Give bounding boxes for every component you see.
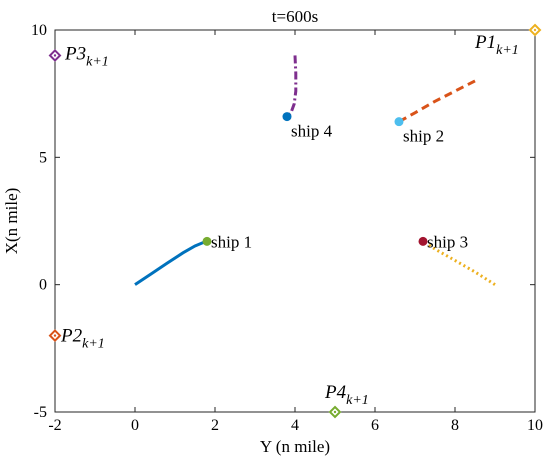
y-tick-label: 0: [39, 277, 47, 294]
ship-label: ship 2: [403, 127, 444, 146]
ship-trajectory: [422, 240, 496, 286]
y-tick-label: -5: [34, 404, 47, 421]
x-tick-label: -2: [48, 417, 61, 434]
target-label: P1k+1: [474, 32, 519, 58]
x-axis-label: Y (n mile): [260, 437, 330, 456]
x-tick-label: 10: [527, 417, 543, 434]
y-tick-label: 5: [39, 149, 47, 166]
x-tick-label: 2: [211, 417, 219, 434]
target-marker-center: [333, 410, 337, 414]
ship-trajectories: ship 1 ship 2 ship 3 ship 4: [134, 55, 496, 286]
chart-title: t=600s: [272, 7, 318, 26]
y-axis-label: X(n mile): [2, 188, 21, 255]
target-label: P4k+1: [324, 382, 369, 408]
ship-position-dot: [394, 117, 404, 127]
x-tick-label: 8: [451, 417, 459, 434]
ship-label: ship 1: [211, 232, 252, 251]
x-tick-label: 6: [371, 417, 379, 434]
ship-label: ship 3: [427, 232, 468, 251]
x-tick-label: 4: [291, 417, 299, 434]
target-label: P3k+1: [64, 43, 109, 69]
ship-position-dot: [202, 236, 212, 246]
target-marker-center: [53, 54, 57, 57]
target-label: P2k+1: [60, 326, 105, 352]
x-tick-label: 0: [131, 417, 139, 434]
y-tick-label: 10: [31, 22, 47, 39]
target-marker-center: [53, 334, 57, 337]
target-marker-center: [533, 28, 537, 32]
ship-position-dot: [418, 236, 428, 246]
target-markers: P1k+1 P2k+1 P3k+1 P4k+1: [48, 23, 542, 419]
ship-position-dot: [282, 112, 292, 122]
axis-ticks: -2 0 2 4 6 8 10 -5 0 5 10: [31, 22, 543, 434]
ship-trajectory: [398, 79, 476, 123]
ship-label: ship 4: [291, 122, 333, 141]
